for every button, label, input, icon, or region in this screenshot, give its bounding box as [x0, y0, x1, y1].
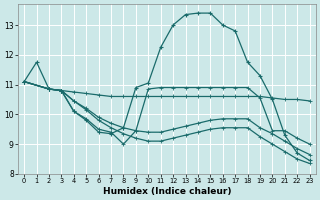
- X-axis label: Humidex (Indice chaleur): Humidex (Indice chaleur): [103, 187, 231, 196]
